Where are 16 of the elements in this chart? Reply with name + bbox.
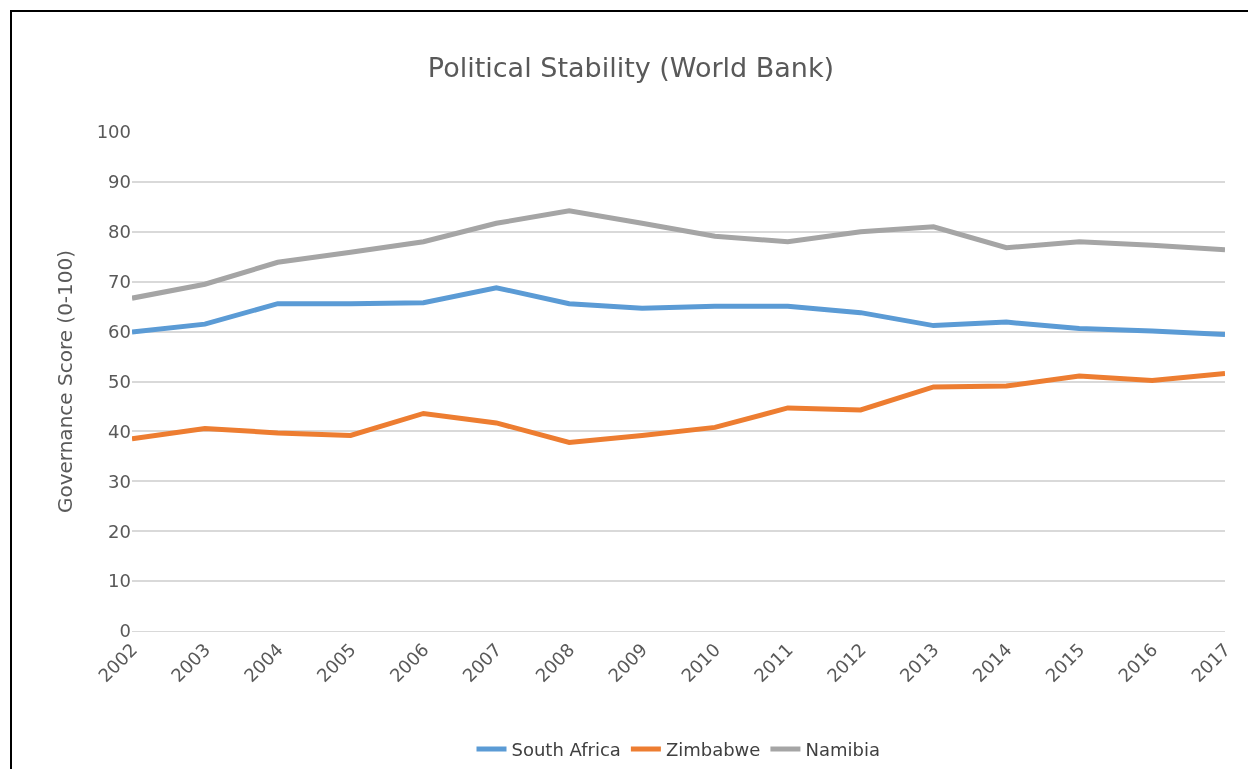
y-tick-label: 50 [108,370,131,392]
y-tick-label: 0 [119,620,131,642]
y-tick-label: 100 [96,121,131,143]
y-axis-title: Governance Score (0-100) [53,249,78,514]
y-tick-label: 40 [108,420,131,442]
y-tick-label: 70 [108,271,131,292]
y-tick-label: 30 [108,470,131,492]
legend-label: South Africa [511,739,621,761]
legend-label: Namibia [805,739,880,761]
y-tick-label: 80 [108,221,131,243]
chart-title: Political Stability (World Bank) [427,52,835,84]
y-tick-label: 90 [108,171,131,193]
y-tick-label: 60 [108,320,131,342]
y-tick-label: 20 [108,520,131,542]
legend-label: Zimbabwe [665,739,761,761]
y-tick-label: 10 [108,570,131,592]
